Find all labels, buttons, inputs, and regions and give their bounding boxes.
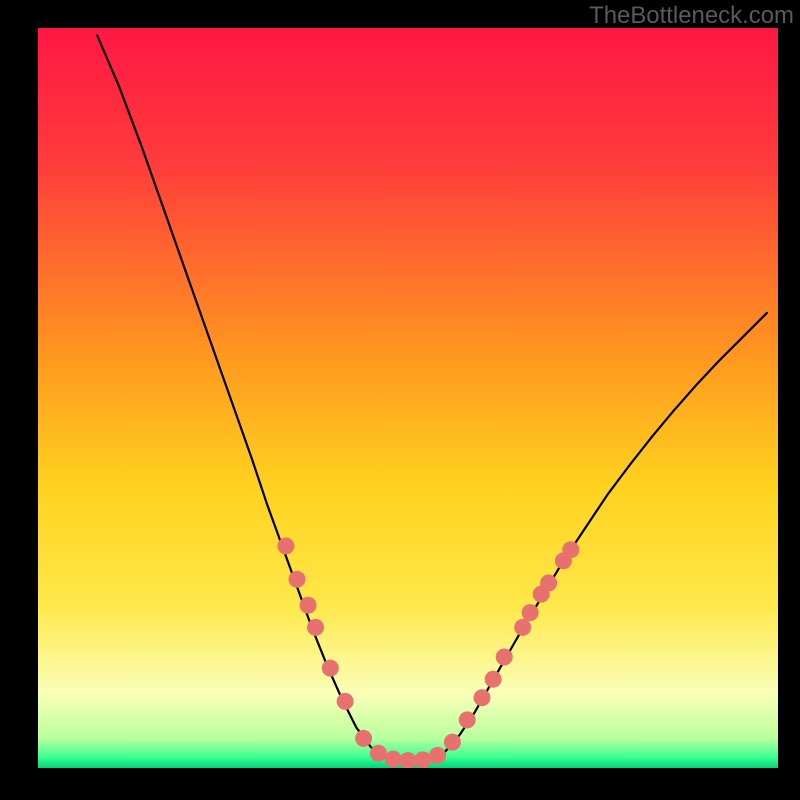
- data-marker: [277, 537, 294, 554]
- plot-area: [38, 28, 778, 768]
- watermark-text: TheBottleneck.com: [589, 2, 794, 30]
- data-marker: [444, 734, 461, 751]
- data-marker: [385, 751, 402, 768]
- data-marker: [355, 730, 372, 747]
- data-marker: [429, 747, 446, 764]
- data-marker: [399, 752, 416, 768]
- data-marker: [514, 619, 531, 636]
- figure-outer: TheBottleneck.com: [0, 0, 800, 800]
- data-marker: [300, 597, 317, 614]
- data-marker: [485, 671, 502, 688]
- data-marker: [540, 574, 557, 591]
- chart-svg: [38, 28, 778, 768]
- data-marker: [522, 604, 539, 621]
- data-marker: [473, 689, 490, 706]
- data-marker: [322, 660, 339, 677]
- data-marker: [288, 571, 305, 588]
- data-marker: [337, 693, 354, 710]
- data-marker: [459, 711, 476, 728]
- data-marker: [370, 745, 387, 762]
- data-marker: [414, 751, 431, 768]
- bottleneck-curve: [97, 35, 767, 760]
- data-marker: [562, 541, 579, 558]
- data-marker: [496, 648, 513, 665]
- data-marker: [307, 619, 324, 636]
